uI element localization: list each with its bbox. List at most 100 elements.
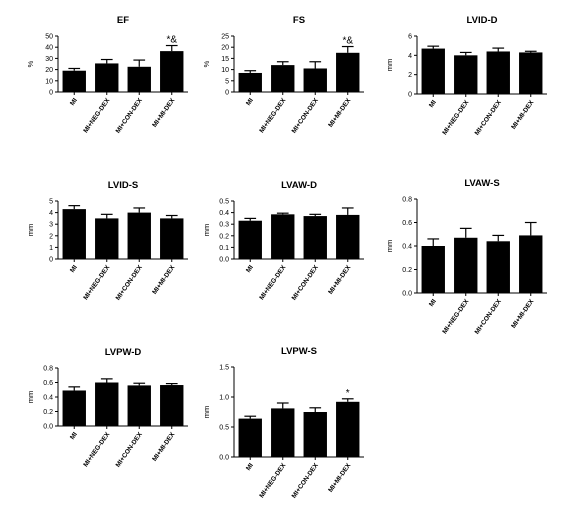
y-tick-label: 0.0 bbox=[219, 455, 229, 462]
category-label: MI+NEG-DEX bbox=[82, 431, 111, 469]
category-label: MI bbox=[428, 99, 438, 109]
category-label: MI bbox=[428, 298, 438, 308]
y-tick-label: 10 bbox=[45, 78, 53, 85]
category-label: MI+MI-DEX bbox=[151, 97, 176, 129]
y-tick-label: 1.0 bbox=[219, 395, 229, 402]
bar bbox=[238, 220, 262, 259]
y-axis-label: mm bbox=[202, 224, 211, 237]
category-label: MI bbox=[245, 264, 255, 274]
category-label: MI+CON-DEX bbox=[291, 97, 321, 135]
category-label: MI+MI-DEX bbox=[151, 264, 176, 296]
category-label: MI+CON-DEX bbox=[291, 264, 321, 302]
category-label: MI+MI-DEX bbox=[327, 264, 352, 296]
y-tick-label: 5 bbox=[49, 199, 53, 206]
y-axis-label: % bbox=[26, 60, 35, 67]
bar bbox=[303, 216, 327, 259]
bar bbox=[127, 385, 151, 426]
y-tick-label: 0.8 bbox=[43, 366, 53, 373]
y-axis-label: % bbox=[202, 60, 211, 67]
y-tick-label: 3 bbox=[49, 222, 53, 229]
y-tick-label: 20 bbox=[221, 45, 229, 52]
y-tick-label: 0 bbox=[225, 90, 229, 97]
category-label: MI+NEG-DEX bbox=[82, 264, 111, 302]
bar bbox=[421, 48, 445, 94]
y-tick-label: 0.6 bbox=[43, 380, 53, 387]
y-tick-label: 1.5 bbox=[219, 365, 229, 372]
bar bbox=[160, 51, 184, 92]
y-tick-label: 0.4 bbox=[219, 210, 229, 217]
category-label: MI+NEG-DEX bbox=[441, 99, 470, 137]
category-label: MI+MI-DEX bbox=[327, 462, 352, 494]
bar bbox=[160, 218, 184, 259]
y-tick-label: 2 bbox=[49, 233, 53, 240]
y-tick-label: 0.0 bbox=[43, 424, 53, 431]
bar bbox=[238, 418, 262, 457]
chart-title: EF bbox=[117, 15, 129, 26]
y-tick-label: 0.0 bbox=[219, 257, 229, 264]
y-tick-label: 40 bbox=[45, 45, 53, 52]
category-label: MI bbox=[69, 264, 79, 274]
y-tick-label: 0 bbox=[49, 90, 53, 97]
category-label: MI bbox=[69, 97, 79, 107]
bar bbox=[336, 401, 360, 457]
bar bbox=[127, 66, 151, 92]
bar bbox=[160, 385, 184, 426]
chart-panel-8: LVPW-S mm 0.0 0.5 1.0 1.5 MI MI+NEG-DEX MI+CON-D… bbox=[202, 346, 364, 500]
chart-panel-3: LVID-D mm 0 2 4 6 MI MI+NEG-DEX MI+CON-DEX MI+MI-… bbox=[385, 15, 547, 137]
bar bbox=[454, 237, 478, 293]
y-axis-label: mm bbox=[385, 240, 394, 253]
y-tick-label: 5 bbox=[225, 78, 229, 85]
bar bbox=[238, 72, 262, 92]
y-tick-label: 10 bbox=[221, 67, 229, 74]
y-tick-label: 0.2 bbox=[402, 267, 412, 274]
category-label: MI+CON-DEX bbox=[474, 99, 504, 137]
category-label: MI+MI-DEX bbox=[151, 431, 176, 463]
chart-title: FS bbox=[293, 15, 305, 26]
chart-title: LVAW-S bbox=[464, 178, 499, 189]
y-tick-label: 1 bbox=[49, 245, 53, 252]
category-label: MI+CON-DEX bbox=[291, 462, 321, 500]
bar bbox=[303, 68, 327, 92]
category-label: MI+NEG-DEX bbox=[258, 97, 287, 135]
bar bbox=[95, 63, 119, 92]
bar bbox=[271, 65, 295, 92]
bar bbox=[421, 246, 445, 293]
y-tick-label: 0.5 bbox=[219, 425, 229, 432]
y-axis-label: mm bbox=[385, 59, 394, 72]
category-label: MI+NEG-DEX bbox=[258, 462, 287, 500]
y-tick-label: 15 bbox=[221, 56, 229, 63]
y-tick-label: 6 bbox=[408, 34, 412, 41]
category-label: MI+CON-DEX bbox=[115, 97, 145, 135]
bar bbox=[62, 390, 86, 426]
chart-panel-1: EF% 0 10 20 30 40 50 MI MI+NEG-DEX MI+CON-DEX *& MI… bbox=[26, 15, 188, 135]
y-tick-label: 0.6 bbox=[402, 220, 412, 227]
bar bbox=[271, 408, 295, 457]
y-tick-label: 20 bbox=[45, 67, 53, 74]
category-label: MI+CON-DEX bbox=[115, 431, 145, 469]
y-tick-label: 0.4 bbox=[43, 395, 53, 402]
category-label: MI+NEG-DEX bbox=[258, 264, 287, 302]
bar bbox=[519, 52, 543, 94]
y-tick-label: 50 bbox=[45, 34, 53, 41]
y-tick-label: 0 bbox=[49, 257, 53, 264]
bar bbox=[336, 214, 360, 259]
chart-title: LVAW-D bbox=[281, 180, 317, 191]
category-label: MI+MI-DEX bbox=[327, 97, 352, 129]
y-tick-label: 0.5 bbox=[219, 199, 229, 206]
y-tick-label: 25 bbox=[221, 34, 229, 41]
y-tick-label: 30 bbox=[45, 56, 53, 63]
chart-panel-7: LVPW-D mm 0.0 0.2 0.4 0.6 0.8 MI MI+NEG-DEX MI+CO… bbox=[26, 347, 188, 469]
y-axis-label: mm bbox=[26, 391, 35, 404]
y-tick-label: 4 bbox=[408, 53, 412, 60]
chart-panel-6: LVAW-S mm 0.0 0.2 0.4 0.6 0.8 MI MI+NEG-DEX MI+CO… bbox=[385, 178, 547, 336]
significance-marker: *& bbox=[166, 35, 177, 46]
y-tick-label: 0.4 bbox=[402, 244, 412, 251]
y-axis-label: mm bbox=[202, 406, 211, 419]
chart-title: LVPW-D bbox=[105, 347, 142, 358]
category-label: MI+MI-DEX bbox=[510, 298, 535, 330]
bar bbox=[62, 209, 86, 259]
category-label: MI bbox=[69, 431, 79, 441]
bar bbox=[303, 412, 327, 457]
y-tick-label: 0.1 bbox=[219, 245, 229, 252]
